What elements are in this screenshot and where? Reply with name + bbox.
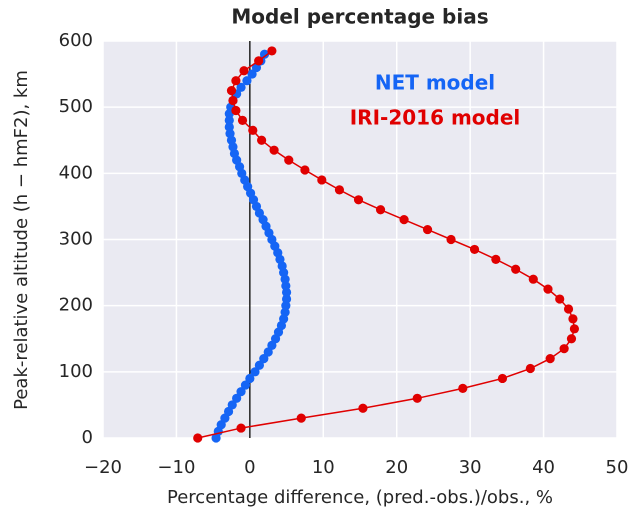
data-point (566, 334, 577, 344)
data-point (250, 367, 260, 377)
y-tick-label: 100 (59, 361, 93, 382)
y-tick-label: 0 (82, 427, 93, 448)
data-point (245, 373, 255, 384)
data-point (458, 383, 468, 393)
chart-title: Model percentage bias (231, 5, 488, 29)
data-point (231, 76, 241, 86)
data-point (300, 165, 310, 175)
annotation: IRI-2016 model (350, 106, 521, 130)
data-point (267, 46, 277, 56)
data-point (254, 360, 265, 370)
y-tick-label: 600 (59, 30, 93, 51)
y-axis-label: Peak-relative altitude (h − hmF2), km (11, 70, 32, 410)
data-point (555, 294, 565, 304)
data-point (232, 393, 242, 403)
data-point (563, 304, 574, 314)
data-point (236, 423, 246, 433)
data-point (528, 274, 538, 284)
data-point (334, 185, 345, 195)
data-point (193, 433, 203, 443)
data-point (248, 125, 258, 135)
data-point (247, 69, 257, 79)
data-point (296, 413, 306, 423)
x-tick-label: 20 (385, 457, 408, 478)
x-tick-label: 0 (244, 457, 255, 478)
data-point (242, 76, 252, 86)
data-point (224, 122, 234, 132)
y-tick-label: 500 (59, 96, 93, 117)
x-tick-label: −20 (84, 457, 122, 478)
data-point (284, 155, 294, 165)
data-point (375, 205, 386, 215)
data-point (569, 324, 580, 334)
x-tick-label: 50 (606, 457, 629, 478)
data-point (236, 82, 246, 92)
data-point (257, 135, 267, 145)
data-point (412, 393, 422, 403)
data-point (317, 175, 327, 185)
data-point (399, 215, 409, 225)
y-tick-label: 300 (59, 229, 93, 250)
series-line (197, 50, 576, 439)
data-point (226, 86, 237, 96)
data-point (525, 363, 535, 374)
data-point (497, 373, 508, 384)
data-point (446, 234, 456, 245)
data-point (358, 403, 368, 413)
data-point (269, 145, 279, 155)
data-point (231, 105, 241, 116)
data-point (281, 294, 292, 304)
data-point (236, 387, 246, 397)
data-point (422, 224, 433, 235)
data-point (224, 115, 234, 125)
data-point (228, 95, 238, 106)
data-point (259, 354, 269, 364)
annotation: NET model (375, 71, 495, 95)
data-point (237, 115, 248, 125)
data-point (543, 284, 553, 294)
y-tick-label: 200 (59, 295, 93, 316)
data-point (353, 195, 364, 205)
data-point (227, 400, 237, 410)
data-point (559, 344, 569, 354)
x-tick-label: 10 (312, 457, 335, 478)
data-point (469, 244, 480, 255)
data-point (511, 264, 521, 274)
data-point (545, 354, 555, 364)
data-point (568, 314, 578, 324)
x-tick-label: −10 (157, 457, 195, 478)
y-tick-label: 400 (59, 162, 93, 183)
data-point (239, 66, 249, 76)
data-point (240, 380, 251, 390)
x-tick-label: 40 (532, 457, 555, 478)
x-tick-label: 30 (459, 457, 482, 478)
x-axis-label: Percentage difference, (pred.-obs.)/obs.… (167, 487, 553, 508)
data-point (491, 254, 501, 264)
data-point (259, 49, 270, 59)
data-point (254, 56, 264, 66)
